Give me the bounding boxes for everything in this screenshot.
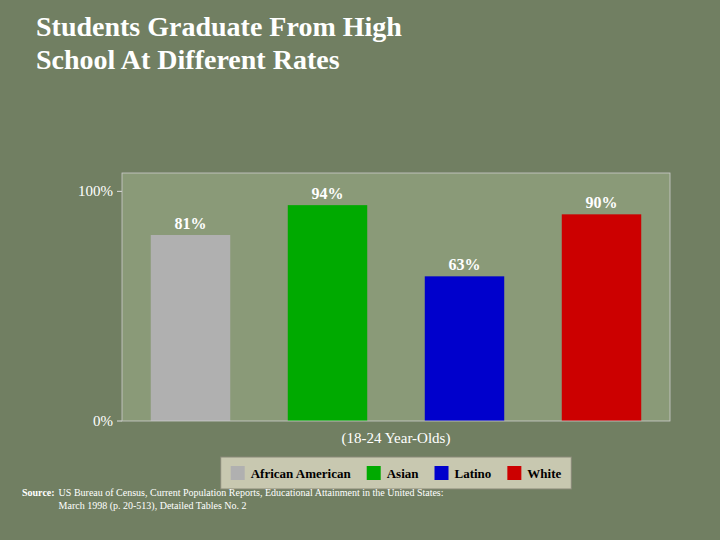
source-line: US Bureau of Census, Current Population …: [59, 487, 444, 498]
title-line: School At Different Rates: [36, 44, 340, 75]
title-line: Students Graduate From High: [36, 11, 402, 42]
y-tick-label: 100%: [78, 183, 113, 199]
source-line: March 1998 (p. 20-513), Detailed Tables …: [59, 500, 247, 512]
source-label: Source:: [22, 487, 55, 498]
bar: [425, 276, 504, 421]
legend-entry: African American: [251, 466, 352, 481]
legend: African American Asian Latino White: [221, 457, 572, 489]
legend-swatch: [435, 466, 449, 480]
source-text: US Bureau of Census, Current Population …: [59, 487, 444, 512]
legend-entry: White: [527, 466, 561, 481]
plot-frame: [122, 173, 670, 421]
data-label: 90%: [586, 194, 618, 211]
y-tick: [117, 421, 122, 422]
chart-container: Students Graduate From HighSchool At Dif…: [0, 0, 720, 540]
bars: [151, 205, 641, 421]
background: [0, 0, 720, 540]
y-tick-label: 0%: [93, 413, 113, 429]
legend-swatch: [367, 466, 381, 480]
chart-svg: Students Graduate From HighSchool At Dif…: [0, 0, 720, 540]
data-label: 81%: [175, 215, 207, 232]
legend-box: [221, 457, 572, 489]
bar: [562, 214, 641, 421]
data-label: 94%: [312, 185, 344, 202]
legend-entry: Asian: [387, 466, 420, 481]
bar: [151, 235, 230, 421]
plot-area: [122, 173, 670, 421]
data-label: 63%: [449, 256, 481, 273]
title: Students Graduate From HighSchool At Dif…: [36, 11, 402, 75]
bar: [288, 205, 367, 421]
legend-swatch: [507, 466, 521, 480]
legend-swatch: [231, 466, 245, 480]
x-axis-label: (18-24 Year-Olds): [342, 430, 451, 447]
y-tick: [117, 191, 122, 192]
legend-entry: Latino: [455, 466, 492, 481]
